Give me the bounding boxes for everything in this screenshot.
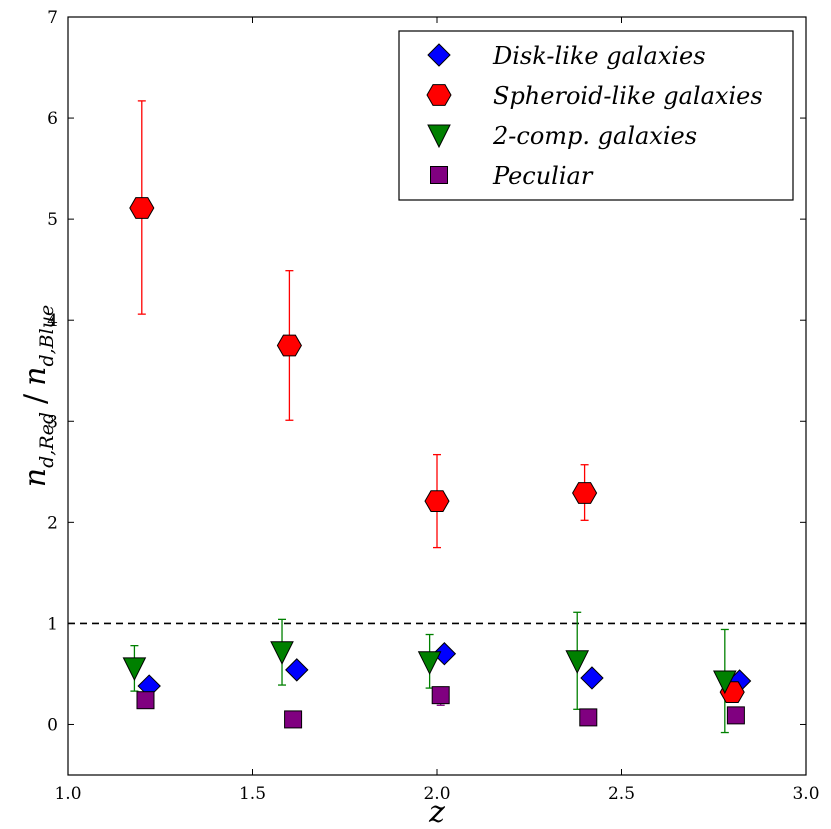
legend-label: Spheroid-like galaxies [493,82,763,110]
y-label-base-right: n [18,367,53,386]
legend: Disk-like galaxies Spheroid-like galaxies… [398,30,794,201]
data-point [580,666,604,690]
legend-label: Peculiar [492,162,594,190]
y-tick-label: 4 [47,311,58,331]
legend-marker [427,43,451,67]
y-axis-label: nd,Red/nd,Blue [18,305,58,487]
x-tick-label: 1.5 [239,784,266,804]
y-tick-label: 5 [47,210,58,230]
y-label-separator: / [18,393,53,404]
data-point [713,670,737,695]
y-tick-label: 6 [47,109,58,129]
y-tick-label: 2 [47,513,58,533]
x-tick-label: 2.0 [423,784,450,804]
data-point [122,657,147,681]
y-tick-label: 1 [47,614,58,634]
series-2-comp-galaxies [122,641,737,695]
legend-label: Disk-like galaxies [492,42,706,70]
data-point [284,710,303,729]
data-point [572,482,598,504]
marker-layer [122,197,752,729]
series-peculiar [136,686,745,729]
tick-layer: 1.0 1.5 2.0 2.5 3.0 0 1 2 3 4 5 6 7 [47,8,819,804]
y-tick-label: 7 [47,8,58,28]
data-point [424,490,450,513]
legend-marker [426,84,452,106]
y-label-sub-right: d,Blue [36,305,58,367]
data-point [276,334,302,357]
legend-marker [427,124,451,149]
legend-box [398,30,794,201]
x-axis-label: z [428,795,445,829]
y-label-sub-left: d,Red [36,412,58,468]
data-point [285,658,309,682]
data-point [136,691,155,710]
data-point [270,641,294,665]
data-point [417,651,442,675]
y-label-base-left: n [18,468,53,487]
data-point [579,708,598,727]
data-point [726,706,745,725]
x-tick-label: 3.0 [792,784,819,804]
data-point [129,197,155,219]
axis-label-layer: z nd,Red/nd,Blue [18,305,445,829]
x-tick-label: 1.0 [54,784,81,804]
data-point [565,650,590,674]
data-point [432,642,457,666]
x-tick-label: 2.5 [608,784,635,804]
data-point [431,686,450,705]
y-tick-label: 0 [47,715,58,735]
y-tick-label: 3 [47,412,58,432]
legend-label: 2-comp. galaxies [492,122,697,150]
legend-marker [430,166,448,184]
